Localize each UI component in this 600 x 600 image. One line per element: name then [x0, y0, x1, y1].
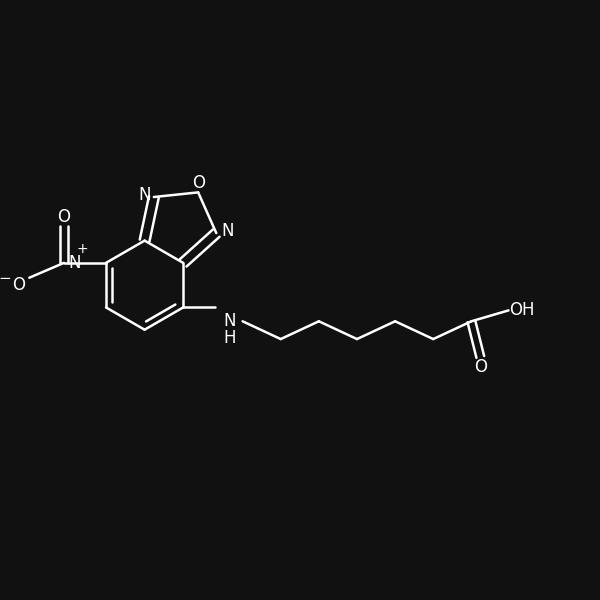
Text: −: −	[0, 271, 11, 286]
Text: H: H	[223, 329, 235, 347]
Text: N: N	[139, 185, 151, 203]
Text: O: O	[58, 208, 70, 226]
Text: N: N	[223, 312, 235, 330]
Text: +: +	[77, 242, 89, 256]
Text: OH: OH	[509, 301, 535, 319]
Text: N: N	[68, 254, 81, 272]
Text: O: O	[474, 358, 487, 376]
Text: O: O	[12, 276, 25, 294]
Text: O: O	[191, 175, 205, 193]
Text: N: N	[221, 221, 233, 239]
